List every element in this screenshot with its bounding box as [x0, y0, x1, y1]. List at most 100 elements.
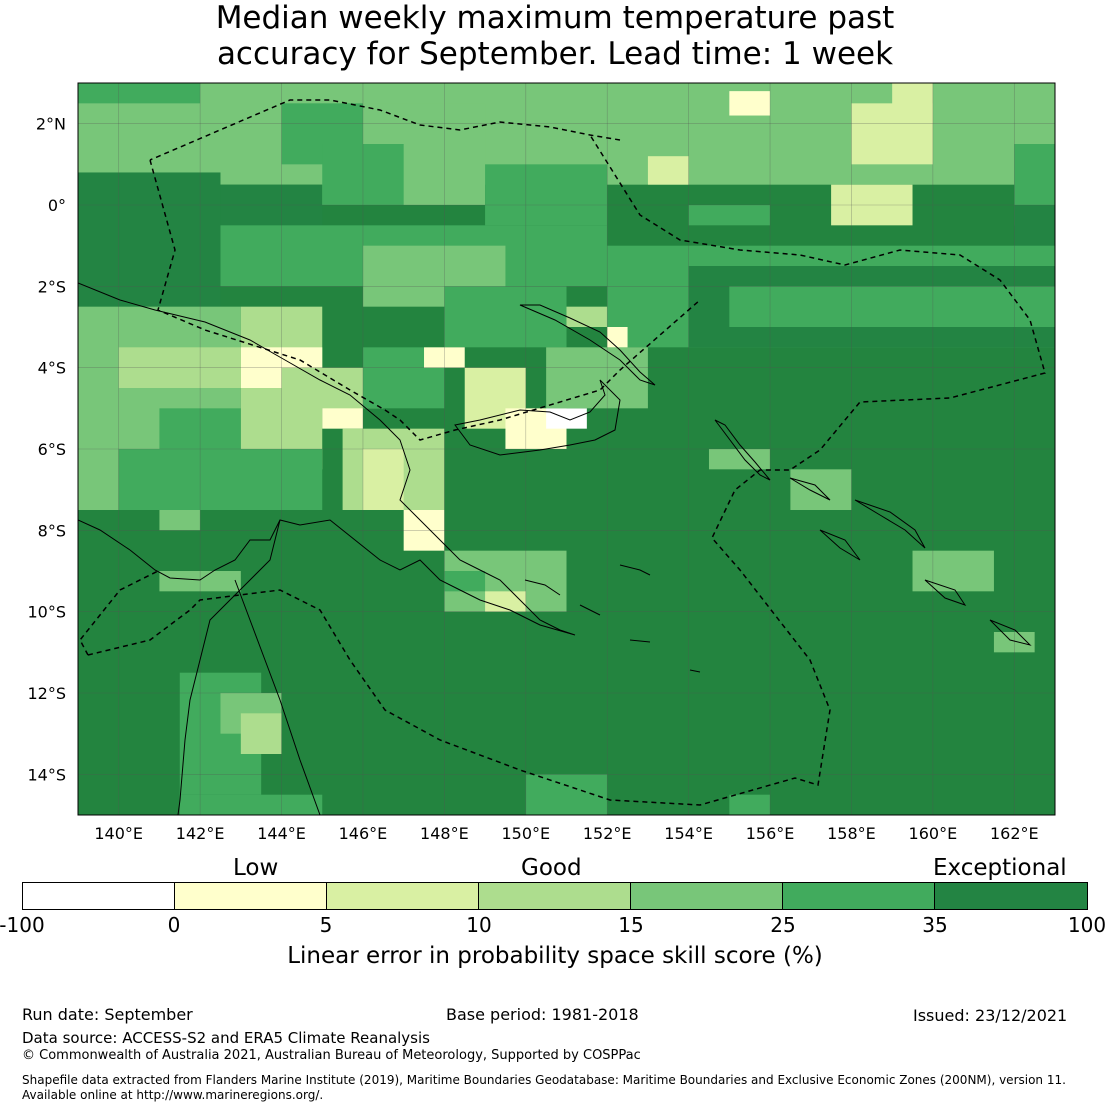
- lon-label: 140°E: [94, 824, 143, 843]
- colorbar-segment: [175, 883, 327, 909]
- colorbar-segment: [783, 883, 935, 909]
- colorbar-segment: [479, 883, 631, 909]
- colorbar-tick: 100: [1067, 913, 1107, 937]
- lon-label: 160°E: [909, 824, 958, 843]
- lon-label: 144°E: [257, 824, 306, 843]
- solomon-1: [789, 477, 831, 501]
- eez-png-south: [87, 134, 1046, 806]
- lat-label: 4°S: [38, 359, 66, 378]
- solomon-5: [989, 619, 1032, 646]
- colorbar-segment: [631, 883, 783, 909]
- skill-cell: [647, 156, 689, 185]
- chart-title: Median weekly maximum temperature past a…: [0, 0, 1110, 72]
- skill-cell: [1014, 205, 1055, 246]
- colorbar-tick: 15: [618, 913, 644, 937]
- skill-cell: [424, 347, 465, 368]
- lat-label: 2°N: [36, 115, 66, 134]
- bougainville-coast: [714, 419, 771, 481]
- title-line-1: Median weekly maximum temperature past: [215, 0, 895, 36]
- colorbar-tick: 5: [319, 913, 333, 937]
- solomon-3: [819, 529, 861, 561]
- new-guinea-coast: [78, 282, 576, 636]
- lat-label: 10°S: [27, 603, 66, 622]
- skill-cell: [993, 632, 1035, 653]
- run-date: Run date: September: [22, 1005, 193, 1024]
- colorbar-tick: 35: [922, 913, 948, 937]
- map-frame: [77, 82, 1056, 816]
- skill-cell: [78, 83, 201, 104]
- cape-york-east: [234, 579, 321, 815]
- skill-cell: [78, 449, 119, 510]
- skill-cell: [362, 449, 404, 510]
- copyright: © Commonwealth of Australia 2021, Austra…: [22, 1048, 641, 1063]
- colorbar-tick: -100: [0, 913, 45, 937]
- colorbar-tick: 0: [167, 913, 181, 937]
- coastlines: [78, 282, 1032, 815]
- colorbar-segment: [23, 883, 175, 909]
- longitude-labels: 140°E 142°E 144°E 146°E 148°E 150°E 152°E 154°E…: [94, 824, 1038, 843]
- lon-label: 148°E: [420, 824, 469, 843]
- skill-cell: [729, 794, 771, 815]
- lon-label: 152°E: [583, 824, 632, 843]
- skill-cell: [322, 144, 404, 205]
- graticule: [78, 83, 1055, 815]
- colorbar-tick: 10: [466, 913, 492, 937]
- base-period: Base period: 1981-2018: [446, 1005, 639, 1024]
- lat-label: 0°: [48, 196, 66, 215]
- skill-cell: [729, 91, 771, 116]
- skill-cell: [525, 774, 608, 815]
- colorbar-segment: [327, 883, 479, 909]
- legend-category-good: Good: [521, 855, 582, 881]
- skill-cell: [403, 510, 445, 551]
- lat-label: 2°S: [38, 277, 66, 296]
- new-britain-coast: [454, 379, 621, 456]
- skill-cell: [240, 713, 282, 754]
- solomon-4: [924, 579, 967, 606]
- lon-label: 154°E: [664, 824, 713, 843]
- lon-label: 150°E: [501, 824, 550, 843]
- skill-cell: [444, 571, 486, 592]
- skill-cell: [485, 591, 526, 612]
- skill-cell: [932, 83, 1055, 144]
- lon-label: 156°E: [746, 824, 795, 843]
- legend-category-low: Low: [233, 855, 279, 881]
- skill-cell: [790, 469, 852, 510]
- colorbar: [22, 882, 1088, 910]
- colorbar-segment: [935, 883, 1087, 909]
- skill-cell: [159, 408, 241, 449]
- colorbar-title: Linear error in probability space skill …: [287, 943, 823, 969]
- issued-date: Issued: 23/12/2021: [913, 1006, 1068, 1025]
- lon-label: 162°E: [990, 824, 1039, 843]
- skill-score-map: 2°N 0° 2°S 4°S 6°S 8°S 10°S 12°S 14°S 140°E 142°E…: [27, 82, 1056, 843]
- lat-label: 6°S: [38, 440, 66, 459]
- new-ireland-coast: [519, 304, 656, 386]
- skill-cell: [708, 449, 771, 470]
- title-line-2: accuracy for September. Lead time: 1 wee…: [216, 36, 894, 72]
- lon-label: 142°E: [176, 824, 225, 843]
- skill-cell: [607, 327, 628, 348]
- skill-cell: [485, 164, 608, 226]
- skill-cell: [892, 83, 933, 124]
- lat-label: 12°S: [27, 684, 66, 703]
- shapefile-credit-2: Available online at http://www.marinereg…: [22, 1088, 324, 1102]
- lat-label: 8°S: [38, 521, 66, 540]
- solomon-2: [854, 499, 926, 549]
- skill-cell: [912, 550, 994, 592]
- skill-cell: [566, 306, 608, 327]
- latitude-labels: 2°N 0° 2°S 4°S 6°S 8°S 10°S 12°S 14°S: [27, 115, 66, 785]
- skill-cell: [831, 184, 913, 226]
- skill-cell: [179, 794, 323, 815]
- skill-cell: [220, 184, 323, 226]
- lon-label: 158°E: [827, 824, 876, 843]
- shapefile-credit-1: Shapefile data extracted from Flanders M…: [22, 1073, 1066, 1087]
- skill-cell: [118, 449, 323, 510]
- skill-cell: [546, 347, 648, 409]
- skill-cell: [688, 205, 771, 226]
- small-islands: [524, 564, 701, 673]
- eez-torres: [79, 569, 161, 656]
- skill-cell: [159, 510, 201, 531]
- skill-cell: [159, 571, 241, 592]
- skill-cells: [78, 83, 1055, 815]
- eez-boundaries: [79, 99, 1046, 806]
- york-peninsula: [177, 519, 281, 815]
